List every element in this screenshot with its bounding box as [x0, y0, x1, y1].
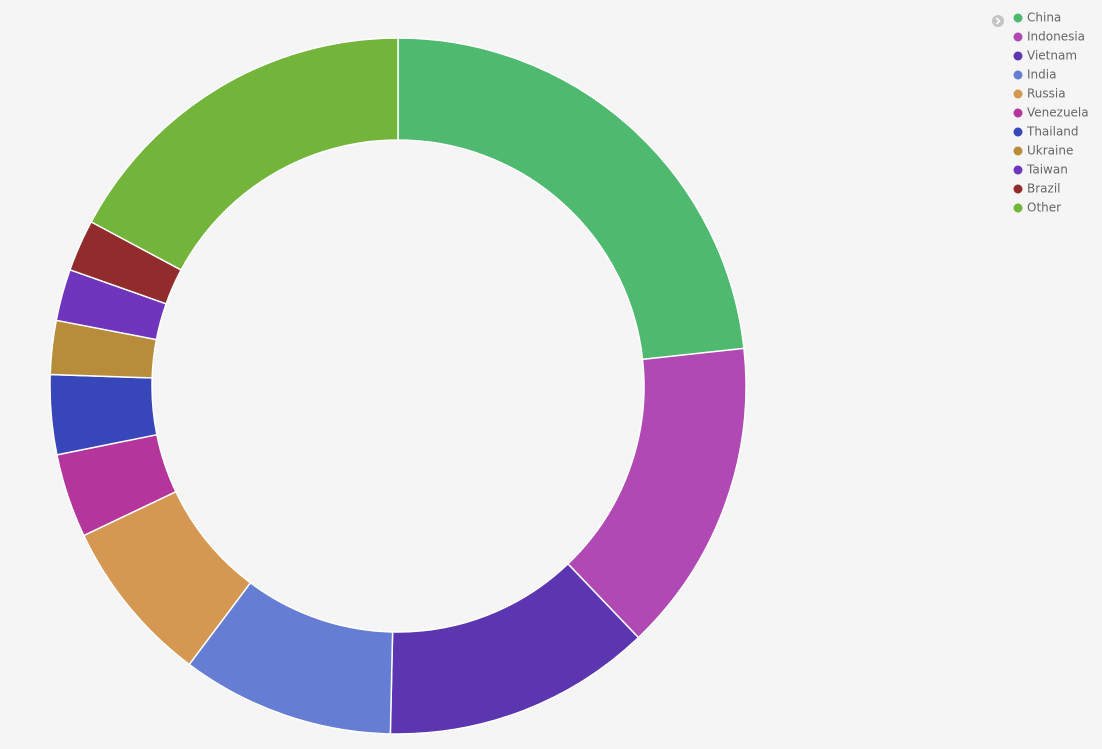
legend-swatch[interactable]: [1013, 184, 1023, 194]
legend-label[interactable]: India: [1027, 68, 1056, 82]
toggle-chevron: [995, 17, 1001, 25]
legend-label[interactable]: Vietnam: [1027, 49, 1077, 63]
legend-label[interactable]: China: [1027, 11, 1061, 25]
legend-toggle[interactable]: [992, 15, 1004, 27]
slice[interactable]: [90, 37, 399, 271]
legend-swatch[interactable]: [1013, 13, 1023, 23]
legend-label[interactable]: Taiwan: [1026, 163, 1068, 177]
legend-swatch[interactable]: [1013, 89, 1023, 99]
legend-label[interactable]: Indonesia: [1027, 30, 1085, 44]
legend-label[interactable]: Thailand: [1026, 125, 1079, 139]
legend-label[interactable]: Venezuela: [1027, 106, 1089, 120]
legend-label[interactable]: Brazil: [1027, 182, 1061, 196]
legend-swatch[interactable]: [1013, 146, 1023, 156]
toggle-icon[interactable]: [992, 15, 1004, 27]
legend-label[interactable]: Other: [1027, 201, 1061, 215]
legend-label[interactable]: Russia: [1027, 87, 1066, 101]
legend-swatch[interactable]: [1013, 127, 1023, 137]
legend-swatch[interactable]: [1013, 32, 1023, 42]
legend-swatch[interactable]: [1013, 165, 1023, 175]
legend-swatch[interactable]: [1013, 51, 1023, 61]
legend-swatch[interactable]: [1013, 108, 1023, 118]
legend-swatch[interactable]: [1013, 70, 1023, 80]
legend-label[interactable]: Ukraine: [1027, 144, 1073, 158]
slice[interactable]: [397, 37, 745, 361]
legend-swatch[interactable]: [1013, 203, 1023, 213]
